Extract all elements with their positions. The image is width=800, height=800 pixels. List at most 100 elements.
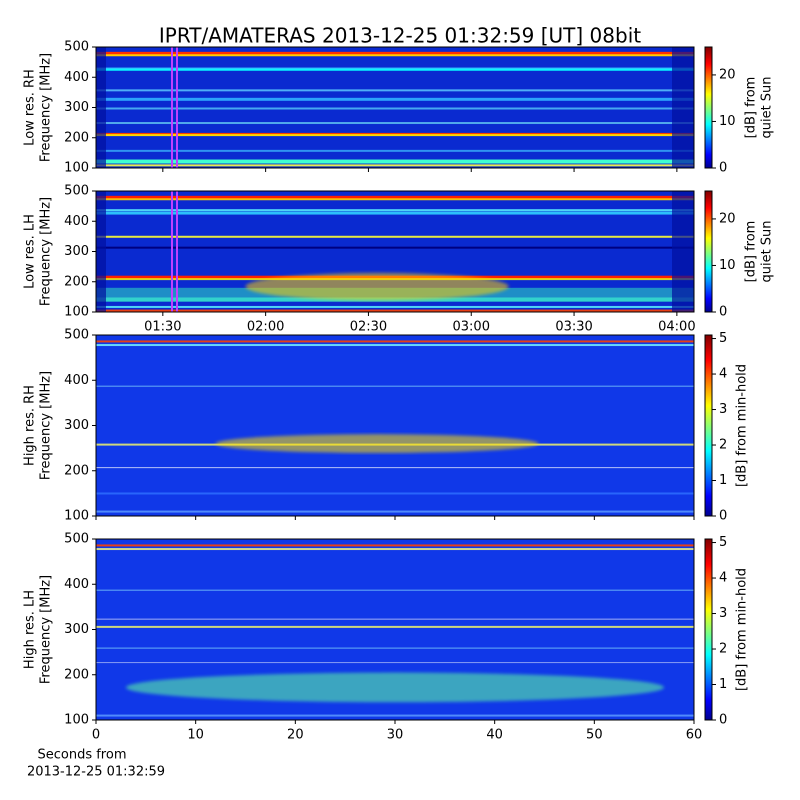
x-tick-label: 0 <box>92 728 100 743</box>
colorbar-label: [dB] from <box>744 77 759 139</box>
y-tick-label: 200 <box>64 274 89 289</box>
y-tick-label: 300 <box>64 418 89 433</box>
spectral-band <box>96 305 694 308</box>
y-axis-label: Low res. LH <box>23 214 38 289</box>
y-tick-label: 500 <box>64 532 89 547</box>
x-tick-label: 04:00 <box>658 320 695 335</box>
colorbar-tick-label: 10 <box>719 258 736 273</box>
spectral-band <box>96 149 694 152</box>
colorbar-tick-label: 0 <box>719 305 727 320</box>
x-tick-label: 50 <box>586 728 603 743</box>
x-tick-label: 40 <box>486 728 503 743</box>
spectral-band <box>96 159 694 164</box>
y-tick-label: 200 <box>64 667 89 682</box>
colorbar-tick-label: 3 <box>719 606 727 621</box>
spectral-band <box>96 235 694 238</box>
y-tick-label: 400 <box>64 577 89 592</box>
y-tick-label: 300 <box>64 244 89 259</box>
x-tick-label: 01:30 <box>144 320 181 335</box>
y-axis-label: Frequency [MHz] <box>39 53 54 162</box>
x-axis-label: 2013-12-25 01:32:59 <box>27 765 165 780</box>
x-tick-label: 10 <box>187 728 204 743</box>
spectral-band <box>96 164 694 167</box>
y-tick-label: 400 <box>64 70 89 85</box>
edge-band <box>672 191 694 312</box>
y-axis-label: Frequency [MHz] <box>39 371 54 480</box>
y-tick-label: 100 <box>64 509 89 524</box>
spectral-band <box>96 209 694 212</box>
spectral-band <box>96 122 694 125</box>
x-tick-label: 03:00 <box>453 320 490 335</box>
y-tick-label: 300 <box>64 100 89 115</box>
colorbar <box>704 190 713 313</box>
figure-title: IPRT/AMATERAS 2013-12-25 01:32:59 [UT] 0… <box>159 24 641 48</box>
colorbar <box>704 538 713 721</box>
spectral-band <box>96 211 694 215</box>
spectral-band <box>96 309 694 312</box>
spectral-band <box>96 89 694 92</box>
spectral-band <box>96 97 694 101</box>
spectral-band <box>96 68 694 71</box>
x-tick-label: 60 <box>686 728 703 743</box>
spectral-band <box>96 618 694 620</box>
colorbar-tick-label: 2 <box>719 642 727 657</box>
x-tick-label: 02:30 <box>350 320 387 335</box>
colorbar-tick-label: 0 <box>719 509 727 524</box>
colorbar-label: [dB] from min-hold <box>735 364 750 487</box>
burst-region <box>215 434 539 454</box>
spectral-band <box>96 714 694 717</box>
colorbar-tick-label: 4 <box>719 367 727 382</box>
colorbar-tick-label: 0 <box>719 161 727 176</box>
spectral-band <box>96 198 694 201</box>
edge-band <box>96 191 106 312</box>
y-axis-label: Frequency [MHz] <box>39 575 54 684</box>
colorbar-tick-label: 20 <box>719 211 736 226</box>
spectrogram <box>96 335 694 516</box>
spectral-band <box>96 662 694 664</box>
y-tick-label: 500 <box>64 40 89 55</box>
y-tick-label: 400 <box>64 214 89 229</box>
spectral-band <box>96 625 694 628</box>
spectral-band <box>96 246 694 249</box>
y-tick-label: 400 <box>64 373 89 388</box>
colorbar-tick-label: 1 <box>719 473 727 488</box>
y-axis-label: High res. RH <box>23 385 38 466</box>
spectral-band <box>96 107 694 110</box>
colorbar-tick-label: 0 <box>719 713 727 728</box>
spectral-band <box>96 195 694 199</box>
y-tick-label: 200 <box>64 130 89 145</box>
spectral-band <box>96 589 694 591</box>
y-tick-label: 300 <box>64 622 89 637</box>
y-tick-label: 100 <box>64 305 89 320</box>
y-tick-label: 500 <box>64 328 89 343</box>
spectral-band <box>96 54 694 57</box>
spectral-band <box>96 647 694 649</box>
x-tick-label: 20 <box>287 728 304 743</box>
colorbar-label: [dB] from min-hold <box>735 568 750 691</box>
colorbar-tick-label: 2 <box>719 438 727 453</box>
spectral-band <box>96 134 694 137</box>
spectral-band <box>96 467 694 469</box>
spectral-band <box>96 385 694 387</box>
colorbar-label: quiet Sun <box>760 220 775 282</box>
colorbar-tick-label: 4 <box>719 571 727 586</box>
x-axis-label: Seconds from <box>37 748 126 763</box>
y-tick-label: 200 <box>64 463 89 478</box>
colorbar-tick-label: 10 <box>719 114 736 129</box>
colorbar-label: [dB] from <box>744 221 759 283</box>
y-tick-label: 100 <box>64 161 89 176</box>
spectral-band <box>96 340 694 343</box>
colorbar <box>704 334 713 517</box>
y-axis-label: High res. LH <box>23 590 38 669</box>
colorbar-tick-label: 20 <box>719 67 736 82</box>
x-tick-label: 03:30 <box>555 320 592 335</box>
y-axis-label: Frequency [MHz] <box>39 197 54 306</box>
burst-region <box>245 272 509 301</box>
y-tick-label: 500 <box>64 184 89 199</box>
spectral-band <box>96 510 694 513</box>
x-tick-label: 02:00 <box>247 320 284 335</box>
edge-band <box>672 47 694 168</box>
y-axis-label: Low res. RH <box>23 69 38 146</box>
spectral-band <box>96 51 694 55</box>
